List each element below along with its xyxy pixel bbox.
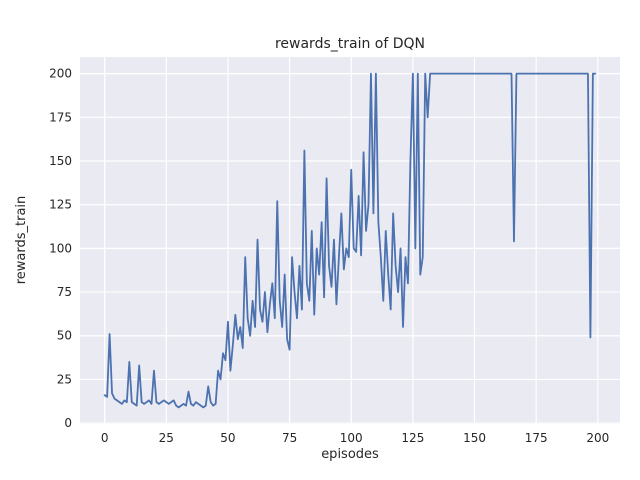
x-tick-label: 150 (463, 431, 486, 445)
x-tick-label: 200 (586, 431, 609, 445)
y-tick-label: 100 (49, 241, 72, 255)
x-tick-label: 50 (220, 431, 235, 445)
y-tick-label: 0 (64, 416, 72, 430)
y-tick-label: 75 (57, 285, 72, 299)
x-tick-label: 0 (101, 431, 109, 445)
y-tick-label: 200 (49, 67, 72, 81)
x-tick-label: 125 (401, 431, 424, 445)
y-tick-label: 25 (57, 372, 72, 386)
x-tick-label: 100 (340, 431, 363, 445)
rewards-train-line (103, 72, 597, 409)
y-tick-label: 150 (49, 154, 72, 168)
x-axis-label: episodes (321, 447, 379, 462)
y-axis-label: rewards_train (14, 196, 29, 285)
y-tick-label: 125 (49, 198, 72, 212)
chart-title: rewards_train of DQN (275, 36, 425, 52)
data-layer (103, 72, 597, 409)
tick-layer: 0 25 50 75 100 125 150 175 200 0 25 50 75 100 125 150 17… (49, 67, 609, 445)
x-tick-label: 25 (159, 431, 174, 445)
y-tick-label: 175 (49, 110, 72, 124)
y-tick-label: 50 (57, 329, 72, 343)
x-tick-label: 175 (525, 431, 548, 445)
x-tick-label: 75 (282, 431, 297, 445)
